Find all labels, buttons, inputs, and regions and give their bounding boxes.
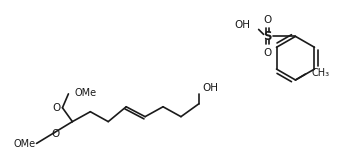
Text: O: O [264, 15, 272, 24]
Text: O: O [52, 103, 60, 113]
Text: O: O [264, 48, 272, 58]
Text: OMe: OMe [74, 88, 97, 98]
Text: S: S [263, 30, 272, 43]
Text: OH: OH [203, 83, 219, 93]
Text: OMe: OMe [13, 139, 35, 149]
Text: CH₃: CH₃ [311, 68, 329, 78]
Text: OH: OH [235, 21, 251, 30]
Text: O: O [51, 128, 60, 139]
